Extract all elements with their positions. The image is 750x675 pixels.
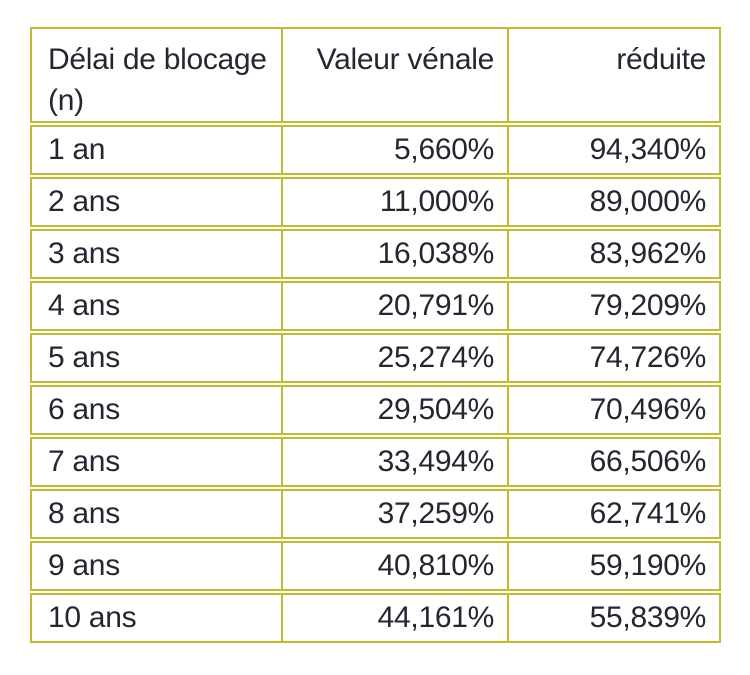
table-row: 10 ans 44,161% 55,839% — [30, 593, 721, 643]
delai-cell: 10 ans — [30, 593, 283, 643]
delai-cell: 1 an — [30, 125, 283, 175]
reduite-cell: 59,190% — [509, 541, 721, 591]
delai-cell: 7 ans — [30, 437, 283, 487]
delai-cell: 3 ans — [30, 229, 283, 279]
delai-cell: 4 ans — [30, 281, 283, 331]
table-row: 4 ans 20,791% 79,209% — [30, 281, 721, 331]
header-valeur-venale: Valeur vénale — [283, 27, 509, 123]
table-row: 8 ans 37,259% 62,741% — [30, 489, 721, 539]
valeur-venale-cell: 11,000% — [283, 177, 509, 227]
header-delai-de-blocage: Délai de blocage (n) — [30, 27, 283, 123]
valeur-venale-cell: 25,274% — [283, 333, 509, 383]
valeur-venale-cell: 40,810% — [283, 541, 509, 591]
reduite-cell: 66,506% — [509, 437, 721, 487]
reduite-cell: 70,496% — [509, 385, 721, 435]
reduite-cell: 74,726% — [509, 333, 721, 383]
valeur-venale-reduite-table: Délai de blocage (n) Valeur vénale rédui… — [30, 25, 721, 645]
reduite-cell: 89,000% — [509, 177, 721, 227]
reduite-cell: 55,839% — [509, 593, 721, 643]
delai-cell: 6 ans — [30, 385, 283, 435]
table-row: 7 ans 33,494% 66,506% — [30, 437, 721, 487]
valeur-venale-cell: 37,259% — [283, 489, 509, 539]
reduite-cell: 83,962% — [509, 229, 721, 279]
valeur-venale-cell: 29,504% — [283, 385, 509, 435]
header-reduite: réduite — [509, 27, 721, 123]
reduite-cell: 62,741% — [509, 489, 721, 539]
table-row: 5 ans 25,274% 74,726% — [30, 333, 721, 383]
delai-cell: 2 ans — [30, 177, 283, 227]
table-row: 2 ans 11,000% 89,000% — [30, 177, 721, 227]
delai-cell: 8 ans — [30, 489, 283, 539]
valeur-venale-cell: 33,494% — [283, 437, 509, 487]
table-row: 6 ans 29,504% 70,496% — [30, 385, 721, 435]
delai-cell: 9 ans — [30, 541, 283, 591]
table-header-row: Délai de blocage (n) Valeur vénale rédui… — [30, 27, 721, 123]
valeur-venale-cell: 16,038% — [283, 229, 509, 279]
valeur-venale-cell: 44,161% — [283, 593, 509, 643]
delai-cell: 5 ans — [30, 333, 283, 383]
table-row: 1 an 5,660% 94,340% — [30, 125, 721, 175]
reduite-cell: 94,340% — [509, 125, 721, 175]
table-row: 9 ans 40,810% 59,190% — [30, 541, 721, 591]
valeur-venale-cell: 20,791% — [283, 281, 509, 331]
reduite-cell: 79,209% — [509, 281, 721, 331]
table-row: 3 ans 16,038% 83,962% — [30, 229, 721, 279]
valeur-venale-cell: 5,660% — [283, 125, 509, 175]
table-body: 1 an 5,660% 94,340% 2 ans 11,000% 89,000% 3 an… — [30, 125, 721, 643]
